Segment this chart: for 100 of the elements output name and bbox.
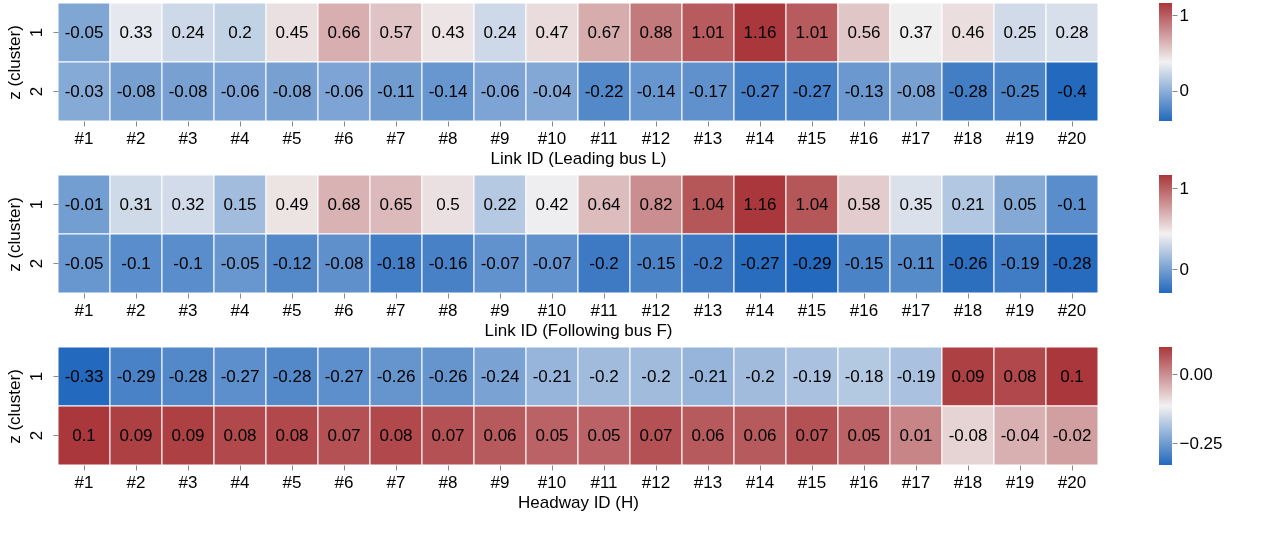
data-label: 0.46 [951, 22, 985, 42]
x-tick-label: #19 [1005, 300, 1035, 320]
data-label: 0.25 [1003, 22, 1037, 42]
color-bar-label: 1 [1179, 178, 1189, 198]
x-tick-label: #9 [490, 300, 510, 320]
x-tick-label: #4 [230, 128, 250, 148]
x-tick-label: #16 [849, 472, 879, 492]
data-label: 0.43 [431, 22, 465, 42]
x-tick-label: #13 [693, 472, 723, 492]
data-label: -0.28 [1052, 253, 1092, 273]
x-tick-label: #11 [590, 472, 618, 492]
data-label: -0.19 [1000, 253, 1040, 273]
data-label: 0.08 [275, 425, 309, 445]
data-label: -0.4 [1057, 81, 1087, 101]
data-label: -0.07 [480, 253, 520, 273]
x-tick-label: #4 [230, 300, 250, 320]
x-tick-label: #18 [953, 300, 983, 320]
data-label: -0.02 [1052, 425, 1092, 445]
data-label: 0.07 [431, 425, 465, 445]
x-tick-label: #20 [1057, 472, 1087, 492]
data-label: -0.24 [480, 366, 520, 386]
x-axis-title: Link ID (Following bus F) [484, 320, 673, 340]
x-tick-label: #5 [282, 300, 302, 320]
data-label: 1.01 [795, 22, 829, 42]
data-label: 0.57 [379, 22, 413, 42]
data-label: -0.1 [173, 253, 203, 273]
x-tick-label: #6 [334, 300, 354, 320]
x-tick-label: #1 [74, 300, 94, 320]
y-tick-label: 2 [26, 430, 46, 441]
data-label: -0.33 [64, 366, 104, 386]
data-label: -0.22 [584, 81, 624, 101]
data-label: -0.2 [589, 366, 619, 386]
data-label: 0.06 [483, 425, 517, 445]
y-tick-label: 1 [26, 199, 46, 210]
data-label: -0.27 [792, 81, 832, 101]
data-label: -0.08 [896, 81, 936, 101]
x-tick-label: #9 [490, 128, 510, 148]
data-label: -0.14 [636, 81, 676, 101]
data-label: 0.1 [1060, 366, 1084, 386]
data-label: 0.06 [691, 425, 725, 445]
x-axis-title: Link ID (Leading bus L) [490, 148, 667, 168]
data-label: -0.06 [480, 81, 520, 101]
data-label: -0.01 [64, 194, 104, 214]
x-tick-label: #13 [693, 128, 723, 148]
x-tick-label: #20 [1057, 128, 1087, 148]
x-tick-label: #17 [901, 472, 931, 492]
x-tick-label: #14 [745, 128, 775, 148]
data-label: -0.08 [116, 81, 156, 101]
data-label: -0.07 [532, 253, 572, 273]
y-axis-title: z (cluster) [4, 25, 24, 100]
data-label: -0.2 [641, 366, 671, 386]
x-tick-label: #3 [178, 472, 198, 492]
x-tick-label: #9 [490, 472, 510, 492]
data-label: -0.27 [740, 253, 780, 273]
x-tick-label: #5 [282, 472, 302, 492]
data-label: -0.26 [948, 253, 988, 273]
data-label: 0.67 [587, 22, 621, 42]
data-label: 0.05 [847, 425, 881, 445]
data-label: -0.08 [948, 425, 988, 445]
data-label: -0.05 [64, 22, 104, 42]
data-label: -0.06 [324, 81, 364, 101]
data-label: 0.07 [795, 425, 829, 445]
data-label: 1.01 [691, 22, 725, 42]
data-label: -0.26 [428, 366, 468, 386]
data-label: -0.06 [220, 81, 260, 101]
data-label: 0.45 [275, 22, 309, 42]
x-tick-label: #11 [590, 128, 618, 148]
x-tick-label: #1 [74, 472, 94, 492]
x-tick-label: #14 [745, 472, 775, 492]
data-label: -0.18 [376, 253, 416, 273]
x-tick-label: #12 [641, 300, 671, 320]
data-label: 0.09 [119, 425, 153, 445]
data-label: -0.29 [116, 366, 156, 386]
data-label: -0.27 [740, 81, 780, 101]
data-label: -0.27 [220, 366, 260, 386]
data-label: 0.68 [327, 194, 361, 214]
data-label: -0.15 [636, 253, 676, 273]
data-label: -0.2 [745, 366, 775, 386]
data-label: -0.2 [693, 253, 723, 273]
data-label: 0.01 [899, 425, 933, 445]
x-tick-label: #7 [386, 472, 406, 492]
data-label: -0.29 [792, 253, 832, 273]
data-label: -0.04 [532, 81, 572, 101]
data-label: -0.21 [532, 366, 572, 386]
data-label: -0.11 [377, 81, 415, 101]
data-label: -0.08 [272, 81, 312, 101]
y-axis-title: z (cluster) [4, 197, 24, 272]
x-tick-label: #16 [849, 300, 879, 320]
data-label: 0.2 [228, 22, 252, 42]
x-tick-label: #2 [126, 300, 146, 320]
data-label: -0.28 [272, 366, 312, 386]
data-label: 0.28 [1055, 22, 1089, 42]
data-label: 0.24 [483, 22, 517, 42]
color-bar-label: 1 [1179, 5, 1189, 25]
data-label: -0.16 [428, 253, 468, 273]
x-tick-label: #15 [797, 300, 827, 320]
data-label: 0.21 [951, 194, 985, 214]
data-label: 0.07 [639, 425, 673, 445]
x-tick-label: #8 [438, 300, 458, 320]
x-tick-label: #1 [74, 128, 94, 148]
